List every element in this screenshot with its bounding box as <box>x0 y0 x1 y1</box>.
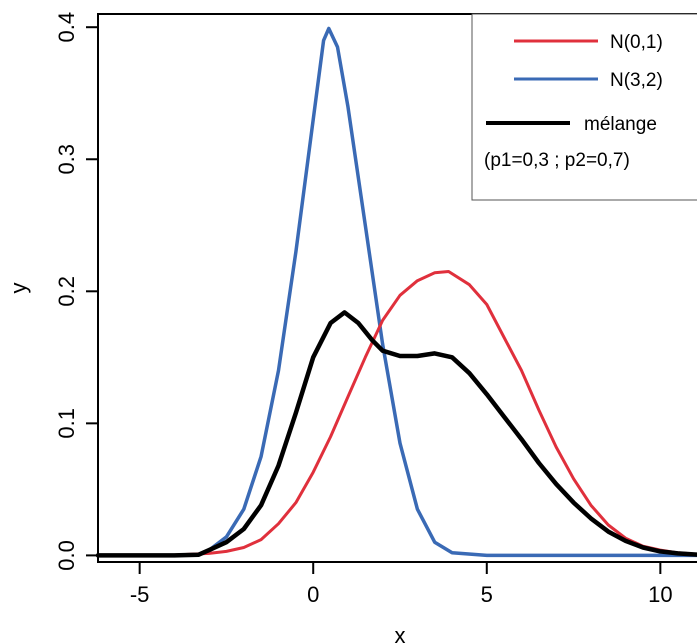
x-axis-ticks: -5 0 5 10 <box>130 562 673 607</box>
legend-label-melange-params: (p1=0,3 ; p2=0,7) <box>484 150 630 171</box>
y-axis-label: y <box>6 283 31 294</box>
x-axis-label: x <box>395 623 406 644</box>
legend-label-n01: N(0,1) <box>610 32 663 53</box>
y-tick-label: 0.0 <box>54 540 79 571</box>
x-tick-label: -5 <box>130 582 150 607</box>
curve-n01 <box>96 270 697 557</box>
y-tick-label: 0.1 <box>54 408 79 439</box>
legend: N(0,1) N(3,2) mélange (p1=0,3 ; p2=0,7) <box>471 13 697 201</box>
curves-layer <box>95 26 697 558</box>
x-tick-label: 10 <box>648 582 672 607</box>
curve-melange <box>95 310 697 558</box>
x-tick-label: 5 <box>481 582 493 607</box>
x-tick-label: 0 <box>307 582 319 607</box>
y-tick-label: 0.4 <box>54 12 79 43</box>
legend-label-n32: N(3,2) <box>610 70 663 91</box>
y-tick-label: 0.2 <box>54 276 79 307</box>
y-axis-ticks: 0.0 0.1 0.2 0.3 0.4 <box>54 12 98 571</box>
legend-label-melange: mélange <box>584 114 657 135</box>
curve-n32 <box>96 26 697 558</box>
legend-box <box>471 13 697 201</box>
plot-frame <box>97 13 697 563</box>
y-tick-label: 0.3 <box>54 144 79 175</box>
